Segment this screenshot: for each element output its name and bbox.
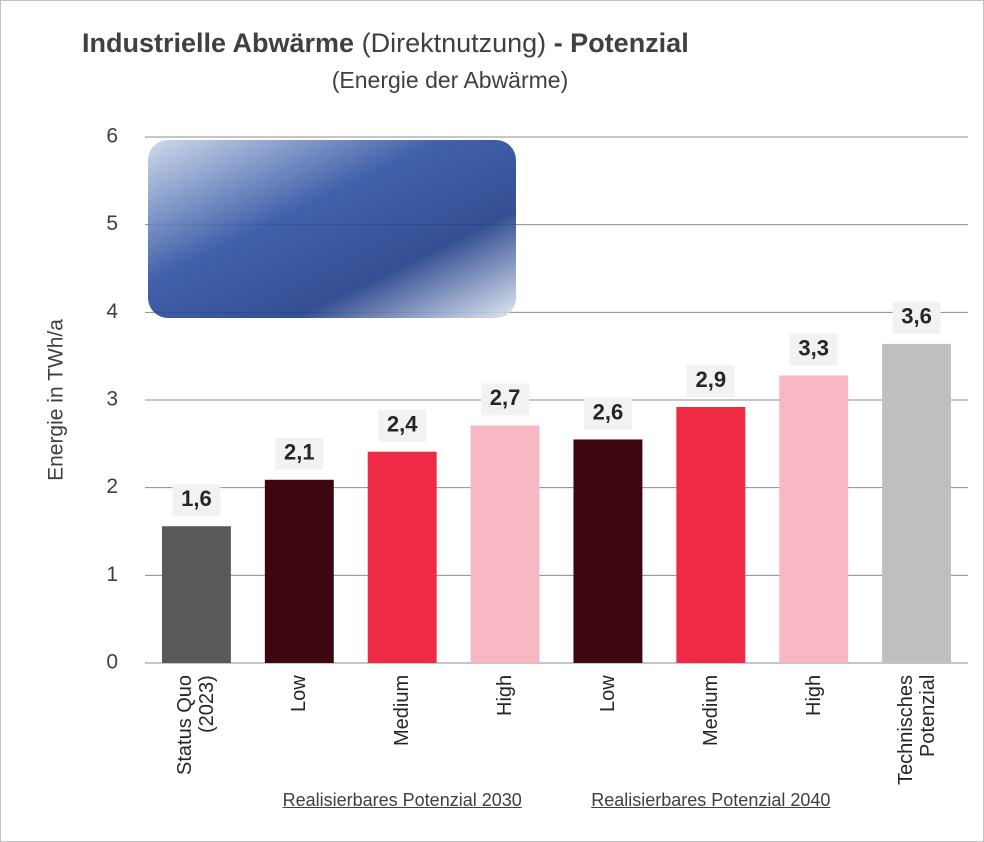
value-label-bg [789, 333, 838, 366]
value-label-bg [378, 409, 427, 442]
y-tick-label: 6 [106, 125, 118, 148]
value-label-bg [583, 397, 632, 430]
bar [470, 425, 540, 663]
bar [161, 526, 231, 663]
chart-subtitle: (Energie der Abwärme) [332, 67, 569, 93]
value-label: 2,9 [696, 367, 727, 392]
y-tick-label: 4 [106, 300, 118, 323]
bar [264, 479, 334, 663]
chart-title: Industrielle Abwärme (Direktnutzung) - P… [82, 28, 689, 58]
value-label: 3,3 [798, 335, 829, 360]
bar [367, 451, 437, 663]
value-label: 2,1 [284, 440, 315, 465]
bar [882, 343, 952, 663]
value-label: 2,6 [593, 399, 624, 424]
group-label: Realisierbares Potenzial 2030 [282, 790, 522, 810]
y-tick-label: 1 [106, 563, 118, 586]
y-tick-label: 2 [106, 475, 118, 498]
value-label-bg [275, 437, 324, 470]
y-tick-label: 5 [106, 212, 118, 235]
group-label: Realisierbares Potenzial 2040 [591, 790, 831, 810]
value-label-bg [892, 301, 941, 334]
value-label-bg [481, 383, 530, 416]
value-label-bg [172, 484, 221, 517]
value-label: 2,7 [490, 385, 521, 410]
bar [573, 439, 643, 663]
value-label: 1,6 [181, 486, 212, 511]
value-label-bg [686, 365, 735, 398]
value-label: 2,4 [387, 412, 418, 437]
x-tick-label: Status Quo (2023) [174, 675, 219, 776]
x-tick-label: Technisches Potenzial [894, 675, 939, 786]
photo [148, 140, 516, 318]
value-label: 3,6 [901, 304, 932, 329]
bar [676, 407, 746, 663]
y-tick-label: 3 [106, 388, 118, 411]
bar [779, 375, 849, 663]
y-axis-title: Energie in TWh/a [45, 319, 68, 481]
y-tick-label: 0 [106, 651, 118, 674]
